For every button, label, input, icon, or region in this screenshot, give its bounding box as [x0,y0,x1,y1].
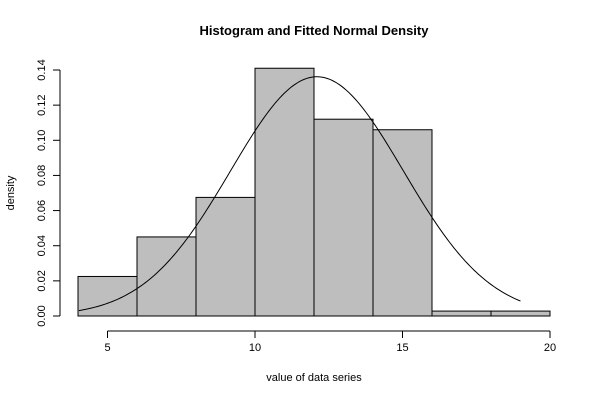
y-tick-label: 0.12 [36,94,48,115]
fitted-normal-curve [78,76,521,312]
histogram-bar [372,129,433,317]
histogram-bar [77,275,138,317]
y-axis-label: density [5,175,17,210]
histogram-bar [431,310,492,317]
y-tick-label: 0.04 [36,235,48,256]
x-tick-label: 20 [544,342,556,354]
y-tick-label: 0.06 [36,200,48,221]
histogram-bar [254,67,315,317]
y-tick-label: 0.14 [36,59,48,80]
x-axis: 5 10 15 20 [104,330,556,354]
y-tick-label: 0.10 [36,130,48,151]
histogram-bar [195,196,256,317]
y-tick-label: 0.02 [36,270,48,291]
x-tick-label: 5 [104,342,110,354]
x-axis-label: value of data series [266,372,362,384]
x-tick-label: 15 [396,342,408,354]
histogram-bar [313,118,374,317]
y-axis: 0.00 0.02 0.04 0.06 0.08 0.10 0.12 0.14 [36,59,61,327]
chart-title: Histogram and Fitted Normal Density [200,23,430,38]
y-tick-label: 0.00 [36,305,48,326]
histogram-bar [136,236,197,317]
y-tick-label: 0.08 [36,165,48,186]
bars-group [77,67,551,317]
histogram-bar [490,310,551,317]
x-tick-label: 10 [249,342,261,354]
